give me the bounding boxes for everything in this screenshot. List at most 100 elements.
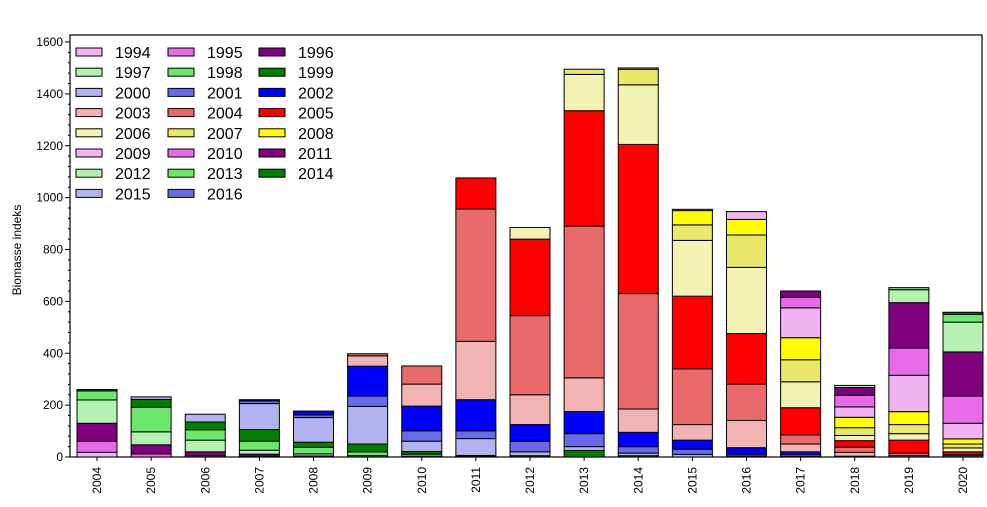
bar-segment-2004-1998 [76,390,118,401]
legend-label: 2015 [115,186,151,203]
legend-item-2009: 2009 [75,146,151,163]
bar-segment-2016-2003 [726,419,767,449]
legend-swatch [167,67,195,77]
x-tick-label: 2008 [307,467,321,494]
legend-swatch [167,128,195,138]
bar-segment-2011-2005 [455,177,497,210]
legend-swatch [258,47,286,57]
bar-segment-2013-2000 [563,446,605,452]
legend-item-2003: 2003 [75,106,151,123]
x-tick-label: 2014 [631,467,645,494]
legend-label: 2006 [115,126,151,143]
bar-stack-2008 [293,410,334,458]
x-tick-label: 2005 [144,467,158,494]
bar-segment-2018-2007 [834,427,876,436]
legend-label: 1995 [207,45,243,62]
bar-segment-2015-2007 [671,224,713,241]
bar-segment-2012-2002 [509,424,551,442]
x-tick-label: 2016 [740,467,754,494]
bar-segment-2019-2005 [888,439,930,454]
bar-segment-2011-2001 [455,430,497,440]
bar-segment-2018-2004 [834,446,876,453]
legend-swatch [75,67,103,77]
bar-segment-2015-2001 [671,448,713,455]
bar-stack-2006 [184,413,226,458]
bar-segment-2009-2001 [347,395,389,407]
bar-segment-2012-2005 [509,238,551,317]
bar-segment-2017-2006 [780,381,822,409]
bar-segment-2016-2007 [726,234,767,268]
legend-label: 2009 [115,146,151,163]
bar-segment-2005-1999 [130,398,172,408]
bar-segment-2016-2002 [726,447,767,455]
bar-segment-2008-1998 [293,446,334,455]
x-tick-label: 2011 [469,467,483,493]
bar-segment-2016-2008 [726,218,767,236]
x-tick-label: 2012 [523,467,537,494]
bar-stack-2020 [942,311,984,458]
bar-segment-2005-2000 [130,396,172,400]
legend-swatch [258,87,286,97]
bar-segment-2007-1998 [238,440,280,451]
bar-segment-2013-2001 [563,433,605,448]
legend-item-2006: 2006 [75,126,151,143]
bar-stack-2017 [780,290,822,458]
legend-item-2000: 2000 [75,85,151,102]
legend-item-2001: 2001 [167,85,243,102]
bar-segment-2007-2002 [238,399,280,402]
bar-segment-2011-2002 [455,399,497,432]
y-axis: 0 200 400 600 800 1000 1200 1400 1600 [36,35,70,464]
bar-segment-2017-2009 [780,307,822,339]
x-tick-label: 2015 [685,467,699,494]
bar-segment-2020-2011 [942,351,984,397]
bar-segment-2006-1999 [184,421,226,431]
bar-segment-2020-2006 [942,447,984,453]
x-tick-label: 2013 [577,467,591,494]
bar-segment-2014-2004 [617,293,659,410]
bar-segment-2006-1998 [184,429,226,441]
bar-segment-2010-2003 [401,383,443,407]
legend-swatch [75,128,103,138]
legend-item-2014: 2014 [258,166,334,183]
bar-segment-2011-2000 [455,438,497,456]
y-tick-label: 1000 [36,191,63,205]
y-axis-label: Biomasse indeks [10,205,24,296]
bar-stack-2010 [401,365,443,458]
bar-segment-2006-1997 [184,439,226,453]
bar-stack-2016 [726,211,767,458]
bar-segment-2016-2009 [726,211,767,220]
bar-segment-2019-2010 [888,347,930,376]
bar-segment-2013-2006 [563,73,605,112]
bar-segment-2005-1996 [130,444,172,455]
bar-segment-2019-2006 [888,433,930,441]
legend-item-1999: 1999 [258,65,334,82]
legend-swatch [75,168,103,178]
bars-group [76,67,984,458]
bar-segment-2015-2003 [671,424,713,441]
legend-label: 2014 [298,166,334,183]
bar-stack-2012 [509,226,551,458]
bar-segment-2019-2012 [888,289,930,304]
bar-segment-2018-2009 [834,406,876,418]
legend-label: 2016 [207,186,243,203]
legend: 1994 1995 1996 1997 1998 1999 2000 2001 2002 2003… [75,45,334,203]
bar-segment-2012-2004 [509,315,551,396]
bar-segment-2010-2002 [401,405,443,432]
bar-segment-2019-2008 [888,411,930,426]
bar-segment-2004-1996 [76,422,118,442]
legend-item-1994: 1994 [75,45,151,62]
bar-stack-2015 [671,208,713,458]
legend-item-2012: 2012 [75,166,151,183]
legend-swatch [167,168,195,178]
bar-segment-2015-2009 [671,208,713,212]
bar-stack-2005 [130,396,172,458]
bar-segment-2010-2000 [401,440,443,453]
bar-segment-2014-2006 [617,84,659,145]
legend-label: 2002 [298,85,334,102]
bar-segment-2014-2002 [617,431,659,448]
bar-segment-2014-2003 [617,408,659,433]
bar-segment-2008-1999 [293,441,334,448]
bar-segment-2009-2004 [347,353,389,357]
bar-segment-2018-2005 [834,440,876,448]
legend-swatch [258,108,286,118]
